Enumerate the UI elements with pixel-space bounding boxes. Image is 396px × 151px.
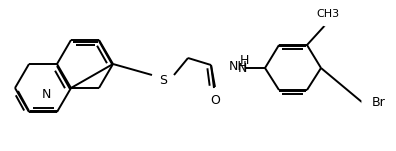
- Circle shape: [208, 93, 222, 107]
- Text: N: N: [238, 61, 248, 74]
- Text: S: S: [159, 74, 167, 87]
- Text: H: H: [239, 53, 249, 66]
- Text: O: O: [210, 93, 220, 106]
- Text: CH3: CH3: [316, 9, 339, 19]
- Circle shape: [362, 93, 382, 113]
- Text: NH: NH: [228, 59, 248, 72]
- Circle shape: [316, 2, 340, 26]
- Text: N: N: [41, 88, 51, 101]
- Text: Br: Br: [372, 96, 386, 109]
- Circle shape: [231, 61, 245, 75]
- Circle shape: [39, 88, 53, 102]
- Circle shape: [239, 55, 249, 65]
- Circle shape: [155, 72, 171, 88]
